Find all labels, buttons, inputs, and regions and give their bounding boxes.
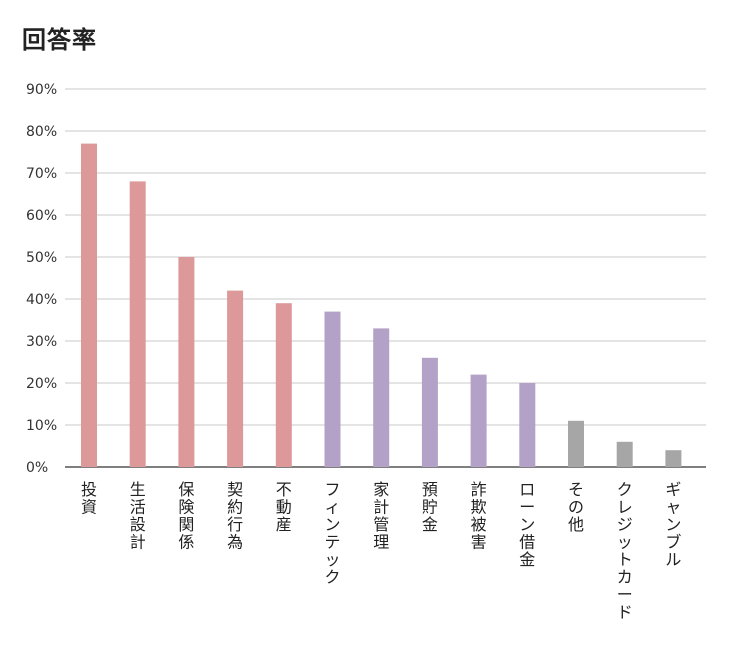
x-category-label: ル — [665, 550, 681, 569]
x-category-label: ー — [519, 498, 535, 517]
x-category-label: テ — [324, 533, 340, 552]
bar — [519, 383, 536, 467]
x-category-label: 管 — [373, 515, 389, 534]
bar — [275, 303, 292, 467]
y-tick-label: 40% — [26, 292, 57, 308]
x-category-label: の — [568, 498, 584, 517]
y-tick-label: 50% — [26, 250, 57, 266]
x-category-label: 関 — [178, 515, 194, 534]
x-category-label: 険 — [178, 498, 194, 517]
bar — [421, 357, 438, 467]
y-tick-label: 70% — [26, 166, 57, 182]
x-category-label: 貯 — [422, 498, 438, 517]
x-category-label: ロ — [519, 480, 535, 499]
bar — [568, 420, 584, 467]
x-category-label: 家 — [373, 480, 389, 499]
x-category-label: 契 — [227, 480, 243, 499]
y-tick-label: 0% — [26, 460, 48, 476]
x-category-label: 被 — [471, 515, 487, 534]
x-category-label: 係 — [178, 533, 194, 552]
x-category-label: 欺 — [471, 498, 487, 517]
x-category-label: 設 — [130, 515, 146, 534]
x-category-label: ギ — [665, 480, 681, 499]
x-category-label: ー — [617, 585, 633, 604]
y-tick-label: 30% — [26, 334, 57, 350]
x-category-label: 生 — [130, 480, 146, 499]
x-category-label: ン — [665, 515, 681, 534]
bar — [665, 450, 682, 467]
y-tick-label: 20% — [26, 376, 57, 392]
bar — [81, 143, 97, 467]
bar — [129, 181, 146, 467]
x-category-label: カ — [617, 568, 633, 587]
x-category-label: 害 — [471, 533, 487, 552]
y-tick-label: 90% — [26, 82, 57, 98]
x-category-label: 行 — [227, 515, 243, 534]
bar — [373, 328, 390, 467]
x-category-label: そ — [568, 480, 584, 499]
x-category-label: 理 — [373, 533, 389, 552]
y-tick-label: 60% — [26, 208, 57, 224]
x-category-label: 保 — [178, 480, 194, 499]
x-category-label: 詐 — [471, 480, 487, 499]
bar — [178, 257, 195, 467]
x-category-label: 活 — [130, 498, 146, 517]
x-category-label: 金 — [422, 515, 438, 534]
x-category-label: 資 — [81, 498, 97, 517]
x-category-label: 不 — [276, 480, 292, 499]
x-category-label: 約 — [227, 498, 243, 517]
x-category-label: ジ — [617, 515, 633, 534]
x-category-label: レ — [617, 498, 633, 517]
x-category-label: ブ — [665, 533, 681, 552]
x-category-label: 為 — [227, 533, 243, 552]
y-tick-label: 10% — [26, 418, 57, 434]
x-category-label: ャ — [665, 498, 681, 517]
x-category-label: 預 — [422, 480, 438, 499]
y-tick-label: 80% — [26, 124, 57, 140]
x-category-label: ッ — [324, 550, 340, 569]
x-category-label: ト — [617, 550, 633, 569]
x-category-label: 投 — [81, 480, 97, 499]
x-category-label: 産 — [276, 515, 292, 534]
x-category-label: ィ — [324, 498, 340, 517]
x-category-label: 借 — [519, 533, 535, 552]
bar — [470, 374, 487, 467]
x-category-label: ン — [519, 515, 535, 534]
bar — [227, 290, 244, 467]
x-category-label: 動 — [276, 498, 292, 517]
x-category-label: ク — [324, 568, 340, 587]
x-category-label: 計 — [130, 533, 146, 552]
x-category-label: ク — [617, 480, 633, 499]
x-category-label: 金 — [519, 550, 535, 569]
x-category-label: ッ — [617, 533, 633, 552]
x-category-label: 計 — [373, 498, 389, 517]
chart-title: 回答率 — [22, 26, 97, 54]
x-category-label: ン — [324, 515, 340, 534]
x-category-label: フ — [324, 480, 340, 499]
x-category-label: 他 — [568, 515, 584, 534]
bar — [616, 441, 633, 467]
x-category-label: ド — [617, 603, 633, 622]
bar — [324, 311, 341, 467]
